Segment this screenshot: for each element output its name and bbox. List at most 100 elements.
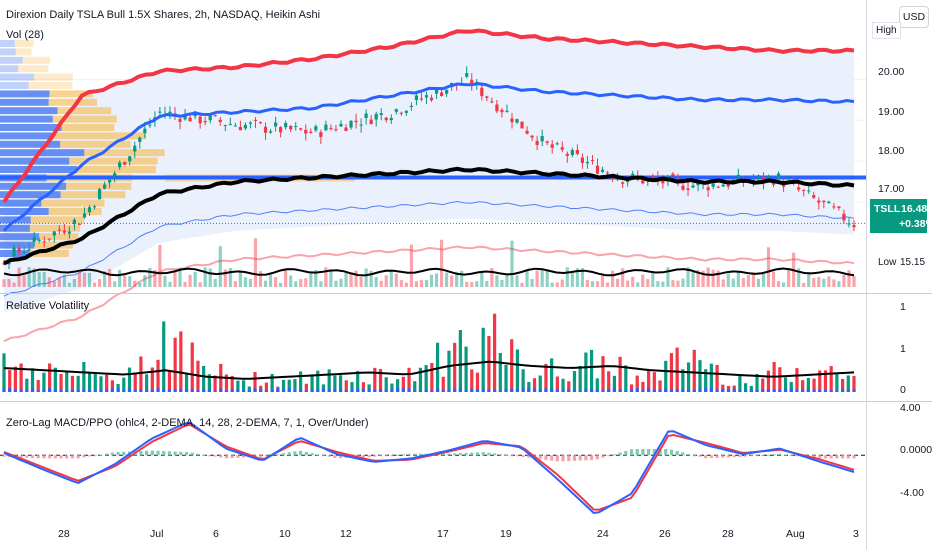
volume-bar bbox=[475, 281, 479, 287]
candle-body bbox=[238, 126, 242, 131]
volatility-title[interactable]: Relative Volatility bbox=[6, 300, 90, 312]
volatility-base-bar bbox=[8, 388, 12, 392]
time-tick: 26 bbox=[659, 528, 671, 540]
volume-bar bbox=[394, 273, 398, 287]
macd-histogram-bar bbox=[333, 455, 337, 459]
volume-legend[interactable]: Vol (28) bbox=[6, 29, 44, 41]
volatility-base-bar bbox=[441, 390, 445, 392]
volume-bar bbox=[545, 271, 549, 287]
candle-body bbox=[721, 184, 725, 187]
volatility-base-bar bbox=[772, 389, 776, 392]
volume-bar bbox=[766, 247, 771, 287]
volatility-base-bar bbox=[709, 388, 713, 392]
volatility-base-bar bbox=[641, 390, 645, 392]
macd-histogram-bar bbox=[59, 455, 63, 459]
macd-histogram-bar bbox=[772, 454, 776, 456]
macd-histogram-bar bbox=[179, 451, 183, 456]
volatility-bar bbox=[635, 375, 639, 392]
pane-divider[interactable] bbox=[0, 401, 932, 402]
macd-histogram-bar bbox=[162, 451, 166, 456]
volume-bar bbox=[153, 270, 157, 287]
macd-histogram-bar bbox=[361, 455, 365, 458]
candle-body bbox=[248, 122, 253, 124]
macd-histogram-bar bbox=[561, 455, 565, 462]
candle-body bbox=[570, 149, 574, 155]
volatility-bar bbox=[304, 383, 308, 392]
candle-body bbox=[334, 129, 338, 131]
macd-title[interactable]: Zero-Lag MACD/PPO (ohlc4, 2-DEMA, 14, 28… bbox=[6, 417, 369, 429]
candle-body bbox=[580, 157, 585, 163]
volatility-bar bbox=[59, 374, 63, 392]
volatility-base-bar bbox=[692, 389, 696, 392]
candle-body bbox=[419, 98, 424, 100]
candle-body bbox=[379, 113, 383, 116]
volatility-base-bar bbox=[264, 390, 269, 392]
macd-histogram-bar bbox=[538, 455, 542, 460]
volatility-bar bbox=[709, 363, 713, 392]
volatility-base-bar bbox=[413, 390, 417, 392]
volatility-base-bar bbox=[241, 390, 246, 392]
volume-bar bbox=[455, 271, 459, 287]
candle-body bbox=[143, 128, 147, 134]
volume-bar bbox=[374, 277, 378, 287]
volume-bar bbox=[419, 279, 424, 287]
volume-bar bbox=[7, 278, 11, 287]
volatility-base-bar bbox=[127, 388, 132, 392]
macd-histogram-bar bbox=[789, 455, 793, 457]
volatility-base-bar bbox=[681, 388, 685, 392]
volume-profile-down bbox=[0, 191, 61, 199]
volatility-bar bbox=[572, 371, 577, 392]
macd-histogram-bar bbox=[555, 455, 559, 462]
volume-bar bbox=[218, 246, 222, 287]
currency-button[interactable]: USD bbox=[899, 6, 929, 28]
volatility-bar bbox=[595, 378, 599, 392]
volatility-base-bar bbox=[390, 389, 394, 392]
candle-body bbox=[32, 237, 36, 242]
volatility-bar bbox=[224, 374, 229, 392]
time-tick: 10 bbox=[279, 528, 291, 540]
volatility-base-bar bbox=[726, 389, 731, 392]
volume-profile-up bbox=[34, 241, 74, 249]
volume-bar bbox=[52, 281, 56, 287]
volatility-base-bar bbox=[224, 390, 229, 392]
volatility-base-bar bbox=[207, 389, 211, 392]
candle-body bbox=[168, 111, 172, 114]
candle-body bbox=[661, 180, 665, 184]
volume-profile-up bbox=[48, 208, 102, 215]
volume-bar bbox=[842, 274, 846, 287]
volume-bar bbox=[465, 281, 469, 287]
low-tag: Low 15.15 bbox=[872, 255, 926, 270]
volatility-bar bbox=[42, 372, 46, 392]
volume-bar bbox=[686, 267, 690, 287]
candle-body bbox=[289, 125, 293, 130]
volatility-bar bbox=[441, 376, 445, 392]
volatility-base-bar bbox=[612, 388, 617, 392]
candle-body bbox=[696, 182, 700, 186]
volume-bar bbox=[123, 275, 127, 287]
volatility-bar bbox=[190, 342, 194, 392]
volume-bar bbox=[409, 244, 413, 287]
volume-bar bbox=[42, 272, 46, 287]
volatility-base-bar bbox=[498, 390, 502, 392]
volume-bar bbox=[304, 278, 308, 287]
macd-histogram-bar bbox=[664, 448, 668, 456]
volume-bar bbox=[113, 281, 117, 287]
macd-histogram-bar bbox=[384, 455, 388, 457]
volume-profile-down bbox=[0, 199, 42, 207]
volatility-base-bar bbox=[618, 389, 622, 392]
volatility-tick: 0 bbox=[900, 384, 906, 396]
volume-bar bbox=[193, 271, 197, 287]
volume-bar bbox=[837, 281, 841, 287]
candle-body bbox=[213, 115, 217, 117]
volatility-base-bar bbox=[555, 389, 559, 392]
volume-profile-up bbox=[18, 65, 49, 73]
pane-divider[interactable] bbox=[0, 293, 932, 294]
macd-histogram-bar bbox=[481, 452, 485, 456]
volatility-base-bar bbox=[567, 388, 571, 392]
volume-bar bbox=[711, 269, 715, 287]
candle-body bbox=[510, 118, 514, 123]
volatility-base-bar bbox=[184, 389, 189, 392]
volatility-bar bbox=[681, 369, 685, 392]
price-tick: 20.00 bbox=[878, 66, 905, 78]
